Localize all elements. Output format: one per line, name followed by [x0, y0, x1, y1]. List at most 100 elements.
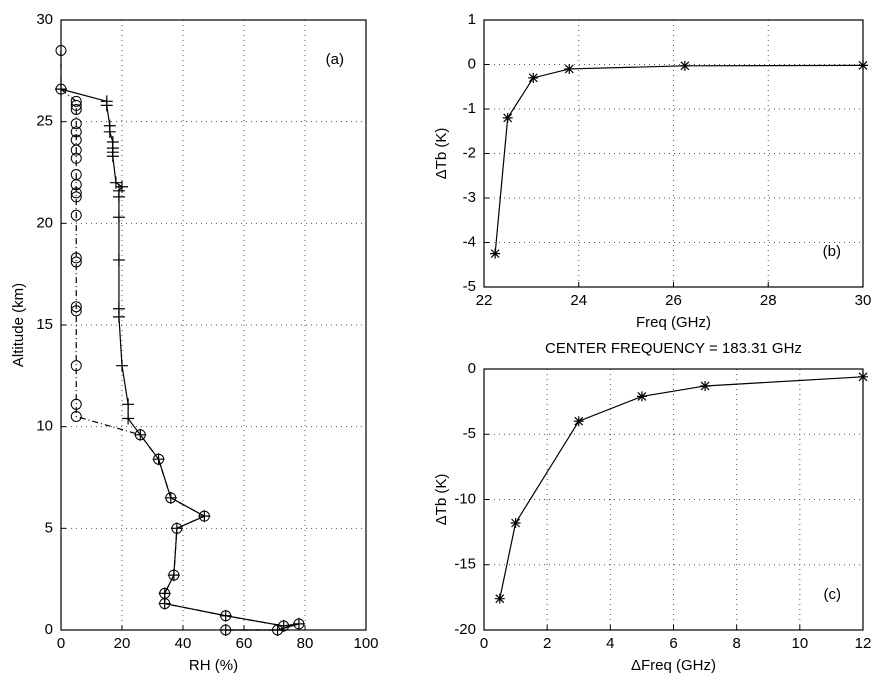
- y-tick-label: 20: [36, 214, 53, 231]
- y-tick-label: 30: [36, 11, 53, 28]
- y-tick-label: -5: [463, 425, 476, 442]
- marker: [106, 150, 119, 163]
- x-tick-label: 40: [175, 635, 192, 652]
- series-line: [60, 88, 300, 631]
- marker: [679, 60, 690, 71]
- marker: [636, 391, 647, 402]
- marker: [112, 211, 125, 224]
- marker: [564, 63, 575, 74]
- x-axis-label: Freq (GHz): [636, 314, 711, 331]
- marker: [70, 152, 82, 164]
- marker: [70, 126, 82, 138]
- marker: [700, 380, 711, 391]
- marker: [112, 310, 125, 323]
- y-tick-label: -1: [463, 100, 476, 117]
- series-line: [60, 50, 300, 631]
- marker: [858, 371, 868, 382]
- marker: [528, 72, 539, 83]
- y-tick-label: -3: [463, 189, 476, 206]
- marker: [100, 99, 113, 112]
- marker: [70, 95, 82, 107]
- y-tick-label: -15: [454, 556, 476, 573]
- marker: [272, 624, 284, 636]
- marker: [170, 522, 183, 535]
- marker: [122, 412, 135, 425]
- series-line: [494, 64, 864, 254]
- x-tick-label: 0: [480, 635, 488, 652]
- marker: [116, 359, 128, 372]
- marker: [153, 453, 165, 465]
- marker: [134, 429, 146, 441]
- marker: [858, 60, 868, 71]
- x-tick-label: 0: [57, 635, 65, 652]
- marker: [70, 118, 82, 130]
- x-tick-label: 4: [606, 635, 614, 652]
- marker: [70, 305, 82, 317]
- y-tick-label: 1: [468, 11, 476, 28]
- marker: [112, 190, 125, 203]
- panel-label: (a): [326, 51, 344, 68]
- y-tick-label: -20: [454, 621, 476, 638]
- series-line: [499, 376, 864, 599]
- x-tick-label: 8: [732, 635, 740, 652]
- axes-frame: [483, 19, 864, 288]
- y-tick-label: 5: [45, 519, 53, 536]
- axes-frame: [60, 19, 367, 631]
- marker: [490, 248, 501, 259]
- y-axis-label: ΔTb (K): [433, 128, 450, 180]
- y-axis-label: ΔTb (K): [433, 474, 450, 526]
- marker: [55, 83, 67, 96]
- marker: [502, 112, 513, 123]
- x-tick-label: 28: [760, 292, 777, 309]
- marker: [55, 83, 67, 95]
- marker: [168, 569, 180, 581]
- y-tick-label: -2: [463, 144, 476, 161]
- panel-label: (c): [824, 586, 842, 603]
- marker: [220, 624, 232, 636]
- x-tick-label: 22: [476, 292, 493, 309]
- marker: [70, 144, 82, 156]
- axes-frame: [483, 368, 864, 631]
- x-axis-label: ΔFreq (GHz): [631, 657, 716, 674]
- y-tick-label: -5: [463, 278, 476, 295]
- y-tick-label: -10: [454, 490, 476, 507]
- marker: [171, 522, 183, 534]
- marker: [109, 176, 122, 189]
- marker: [70, 209, 82, 221]
- marker: [70, 252, 82, 264]
- marker: [112, 253, 125, 266]
- marker: [198, 510, 210, 522]
- x-tick-label: 26: [665, 292, 682, 309]
- x-tick-label: 2: [543, 635, 551, 652]
- marker: [278, 620, 290, 632]
- marker: [159, 598, 171, 610]
- x-tick-label: 80: [297, 635, 314, 652]
- marker: [293, 618, 305, 630]
- marker: [165, 492, 177, 504]
- x-tick-label: 20: [114, 635, 131, 652]
- chart-title: CENTER FREQUENCY = 183.31 GHz: [545, 340, 802, 357]
- x-tick-label: 60: [236, 635, 253, 652]
- y-tick-label: 15: [36, 316, 53, 333]
- marker: [70, 99, 82, 111]
- y-tick-label: 0: [468, 55, 476, 72]
- marker: [55, 45, 67, 56]
- marker: [70, 187, 82, 199]
- y-tick-label: 0: [468, 360, 476, 377]
- x-tick-label: 100: [353, 635, 378, 652]
- marker: [573, 416, 584, 427]
- y-axis-label: Altitude (km): [10, 283, 27, 367]
- marker: [70, 191, 82, 203]
- x-tick-label: 10: [791, 635, 808, 652]
- panel-label: (b): [823, 243, 841, 260]
- y-tick-label: 25: [36, 113, 53, 130]
- x-tick-label: 24: [570, 292, 587, 309]
- marker: [70, 179, 82, 191]
- x-tick-label: 6: [669, 635, 677, 652]
- marker: [70, 301, 82, 313]
- x-tick-label: 12: [855, 635, 872, 652]
- marker: [70, 398, 82, 410]
- marker: [70, 103, 82, 115]
- x-tick-label: 30: [855, 292, 872, 309]
